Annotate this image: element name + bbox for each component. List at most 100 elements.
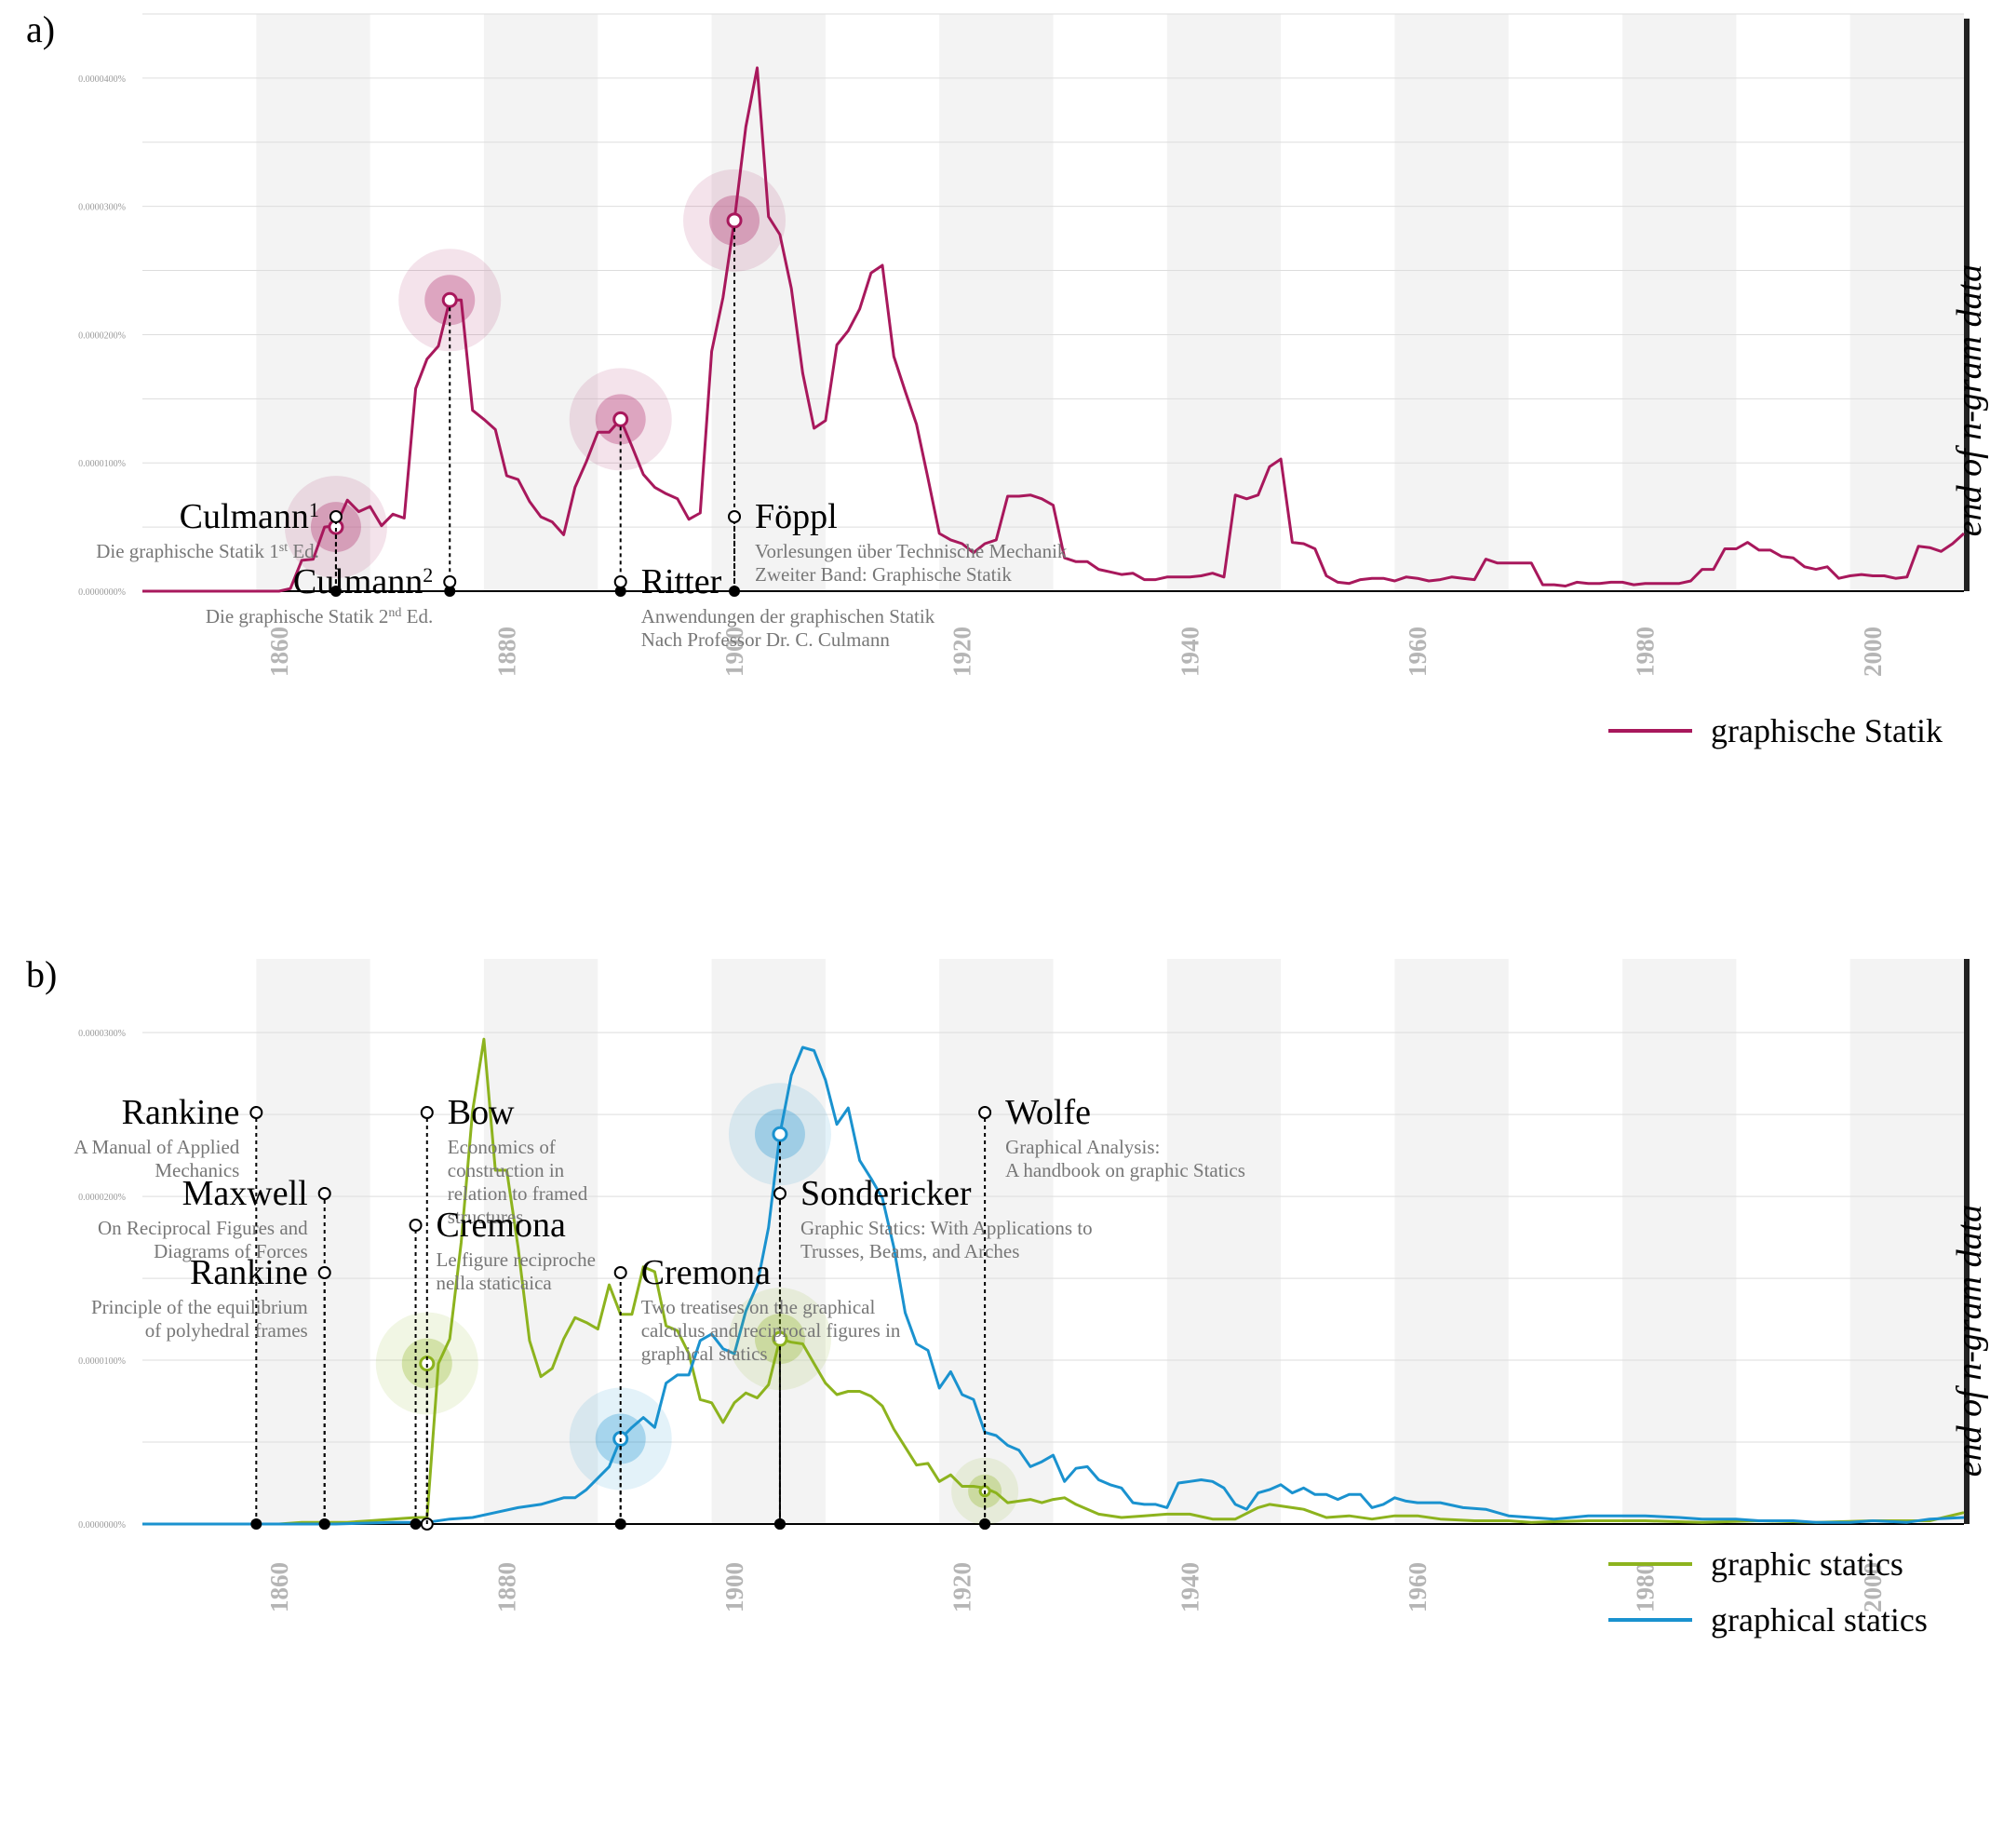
y-tick-label: 0.0000200% bbox=[78, 1193, 126, 1203]
decade-band bbox=[939, 959, 1054, 1524]
x-tick-label: 1980 bbox=[1632, 1562, 1660, 1612]
annotation-name: Culmann1 bbox=[180, 497, 319, 536]
annotation-name: Bow bbox=[448, 1093, 515, 1132]
annotation-name: Cremona bbox=[437, 1206, 566, 1245]
x-tick-label: 1940 bbox=[1176, 1562, 1203, 1612]
x-tick-label: 1960 bbox=[1404, 1562, 1432, 1612]
marker-point bbox=[772, 1330, 788, 1347]
x-tick-label: 1880 bbox=[492, 627, 520, 677]
annotation-description: Die graphische Statik 1st Ed. bbox=[96, 540, 319, 562]
series-line-0 bbox=[142, 1037, 1965, 1526]
x-tick-label: 1900 bbox=[720, 627, 748, 677]
annotation-name: Rankine bbox=[122, 1093, 240, 1132]
label-anchor-dot bbox=[443, 575, 457, 588]
x-tick-label: 1920 bbox=[948, 1562, 976, 1612]
series-line-1 bbox=[142, 1045, 1965, 1526]
panel-a-chart: 0.0000000% 0.0000100% 0.0000200% 0.0000300%… bbox=[26, 8, 1989, 749]
annotation-description: relation to framed bbox=[448, 1182, 588, 1205]
label-anchor-dot bbox=[773, 1187, 787, 1200]
annotation-name: Maxwell bbox=[182, 1174, 308, 1213]
y-tick-label: 0.0000000% bbox=[78, 587, 126, 598]
annotation-name: Rankine bbox=[190, 1253, 308, 1292]
legend-entry: graphic statics bbox=[1711, 1545, 1903, 1583]
annotation-description: Trusses, Beams, and Arches bbox=[800, 1240, 1019, 1262]
y-tick-label: 0.0000100% bbox=[78, 1356, 126, 1367]
annotation-description: Vorlesungen über Technische Mechanik bbox=[755, 540, 1068, 562]
label-anchor-dot bbox=[329, 510, 343, 523]
annotation-description: calculus and reciprocal figures in bbox=[641, 1319, 901, 1342]
decade-band bbox=[711, 959, 826, 1524]
panel-label: b) bbox=[26, 953, 57, 995]
x-tick-label: 1860 bbox=[265, 1562, 293, 1612]
annotation-name: Ritter bbox=[641, 562, 722, 601]
decade-band bbox=[483, 959, 598, 1524]
axis-dot bbox=[773, 1518, 786, 1530]
x-tick-label: 1920 bbox=[948, 627, 976, 677]
annotation-description: Economics of bbox=[448, 1136, 556, 1158]
label-anchor-dot bbox=[409, 1219, 423, 1232]
series-line-0 bbox=[142, 66, 1966, 593]
annotation-description: Graphic Statics: With Applications to bbox=[800, 1217, 1093, 1239]
panel-b-chart: 0.0000000% 0.0000100% 0.0000200% 0.0000300%… bbox=[26, 953, 1989, 1639]
marker-point bbox=[612, 411, 629, 427]
decade-band bbox=[939, 14, 1054, 591]
x-tick-label: 2000 bbox=[1859, 1562, 1887, 1612]
y-tick-label: 0.0000000% bbox=[78, 1520, 126, 1531]
decade-band bbox=[256, 14, 370, 591]
x-tick-label: 1940 bbox=[1176, 627, 1203, 677]
annotation-name: Wolfe bbox=[1005, 1093, 1091, 1132]
end-of-data-label: end of n-gram data bbox=[1950, 1205, 1989, 1477]
annotation-description: Die graphische Statik 2nd Ed. bbox=[206, 605, 433, 627]
annotation-description: Graphical Analysis: bbox=[1005, 1136, 1160, 1158]
label-anchor-dot bbox=[420, 1106, 434, 1119]
label-anchor-dot bbox=[317, 1187, 331, 1200]
annotation-description: graphical statics bbox=[641, 1342, 768, 1365]
annotation-description: of polyhedral frames bbox=[145, 1319, 308, 1342]
legend-entry: graphical statics bbox=[1711, 1601, 1928, 1639]
x-tick-label: 1860 bbox=[265, 627, 293, 677]
decade-band bbox=[483, 14, 598, 591]
y-tick-label: 0.0000100% bbox=[78, 459, 126, 469]
annotation-name: Föppl bbox=[755, 497, 838, 536]
decade-band bbox=[1622, 959, 1737, 1524]
y-tick-label: 0.0000400% bbox=[78, 74, 126, 85]
label-anchor-dot bbox=[978, 1106, 992, 1119]
label-anchor-dot bbox=[249, 1106, 263, 1119]
legend-entry: graphische Statik bbox=[1711, 712, 1943, 749]
x-tick-label: 2000 bbox=[1859, 627, 1887, 677]
y-tick-label: 0.0000300% bbox=[78, 203, 126, 213]
x-tick-label: 1880 bbox=[492, 1562, 520, 1612]
annotation-description: Nach Professor Dr. C. Culmann bbox=[641, 628, 891, 651]
annotation-description: Mechanics bbox=[155, 1159, 239, 1181]
annotation-description: Principle of the equilibrium bbox=[91, 1296, 308, 1318]
panel-label: a) bbox=[26, 8, 55, 50]
end-of-data-label: end of n-gram data bbox=[1950, 264, 1989, 536]
decade-band bbox=[1394, 959, 1509, 1524]
y-tick-label: 0.0000300% bbox=[78, 1029, 126, 1039]
annotation-description: A handbook on graphic Statics bbox=[1005, 1159, 1245, 1181]
marker-point bbox=[772, 1126, 788, 1142]
marker-point bbox=[726, 212, 743, 229]
annotation-description: A Manual of Applied bbox=[74, 1136, 239, 1158]
annotation-description: construction in bbox=[448, 1159, 565, 1181]
decade-band bbox=[256, 959, 370, 1524]
label-anchor-dot bbox=[317, 1266, 331, 1279]
annotation-name: Cremona bbox=[641, 1253, 771, 1292]
annotation-description: Zweiter Band: Graphische Statik bbox=[755, 563, 1012, 586]
decade-band bbox=[1166, 14, 1282, 591]
annotation-description: structures bbox=[448, 1206, 524, 1228]
decade-band bbox=[1166, 959, 1282, 1524]
annotation-description: Anwendungen der graphischen Statik bbox=[641, 605, 935, 627]
annotation-description: Diagrams of Forces bbox=[154, 1240, 308, 1262]
x-tick-label: 1980 bbox=[1632, 627, 1660, 677]
x-tick-label: 1900 bbox=[720, 1562, 748, 1612]
x-tick-label: 1960 bbox=[1404, 627, 1432, 677]
annotation-name: Sondericker bbox=[800, 1174, 972, 1213]
label-anchor-dot bbox=[728, 510, 742, 523]
annotation-description: Two treatises on the graphical bbox=[641, 1296, 876, 1318]
annotation-description: nella staticaica bbox=[437, 1272, 553, 1294]
annotation-name: Culmann2 bbox=[293, 562, 433, 601]
label-anchor-dot bbox=[613, 575, 627, 588]
decade-band bbox=[711, 14, 826, 591]
